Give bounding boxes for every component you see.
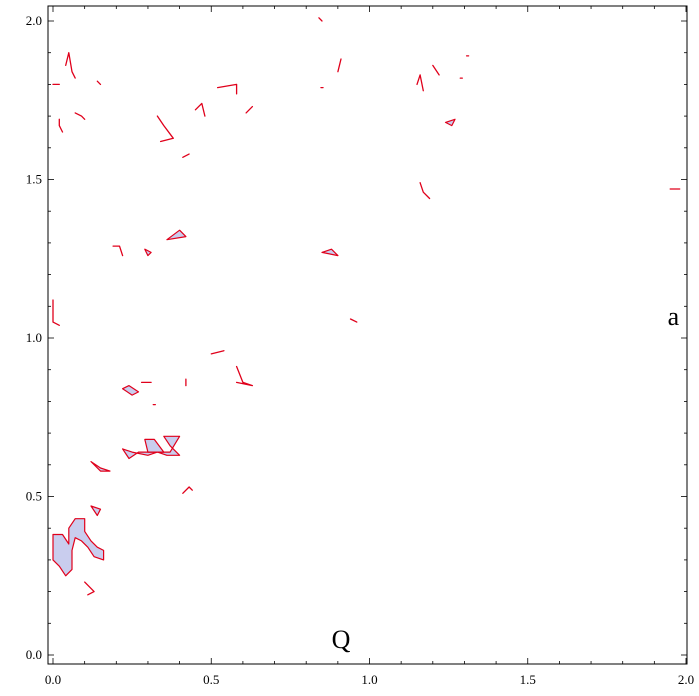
boundary-segment-6	[156, 115, 174, 143]
boundary-segment-21	[349, 318, 358, 323]
boundary-segment-27	[182, 486, 193, 494]
annotation-q: Q	[332, 625, 351, 654]
region-2	[90, 461, 111, 472]
boundary-segment-23	[235, 365, 254, 387]
boundary-segment-11	[318, 17, 323, 22]
boundary-segment-7	[182, 153, 190, 158]
x-tick-label: 1.0	[361, 672, 377, 687]
y-tick-label: 0.0	[26, 647, 42, 662]
y-tick-label: 0.5	[26, 489, 42, 504]
tick-labels-layer: 0.0 0.5 1.0 1.5 2.0 0.0 0.5 1.0 1.5 2.0	[26, 13, 694, 687]
x-tick-label: 0.0	[45, 672, 61, 687]
boundary-segment-8	[194, 102, 206, 117]
annotations-layer: aQ	[332, 302, 680, 654]
segments-layer	[52, 17, 681, 596]
boundary-segment-20	[112, 245, 124, 257]
boundary-segment-0	[52, 299, 60, 326]
boundary-segment-13	[337, 58, 342, 73]
boundary-segment-10	[245, 105, 254, 114]
ticks-layer	[48, 6, 687, 664]
x-tick-label: 0.5	[203, 672, 219, 687]
boundary-segment-28	[84, 581, 95, 596]
boundary-segment-9	[216, 83, 238, 95]
region-8	[144, 248, 152, 257]
boundary-segment-14	[416, 74, 424, 92]
boundary-segment-2	[58, 118, 64, 133]
boundary-segment-22	[210, 350, 225, 355]
region-5	[144, 438, 165, 453]
boundary-segment-4	[74, 112, 86, 120]
boundary-segment-3	[65, 52, 76, 79]
annotation-a: a	[668, 302, 680, 331]
regions-layer	[52, 118, 456, 577]
region-7	[321, 248, 339, 257]
x-tick-label: 1.5	[520, 672, 536, 687]
region-3	[121, 435, 181, 460]
x-tick-label: 2.0	[678, 672, 694, 687]
boundary-segment-15	[432, 64, 440, 76]
boundary-segment-5	[96, 80, 102, 86]
region-9	[444, 118, 456, 127]
region-4	[121, 385, 140, 396]
region-6	[166, 229, 187, 241]
boundary-segment-18	[419, 182, 431, 200]
plot-frame	[47, 5, 688, 665]
region-0	[52, 518, 105, 577]
y-tick-label: 2.0	[26, 13, 42, 28]
y-tick-label: 1.0	[26, 330, 42, 345]
y-tick-label: 1.5	[26, 172, 42, 187]
region-1	[90, 505, 102, 517]
